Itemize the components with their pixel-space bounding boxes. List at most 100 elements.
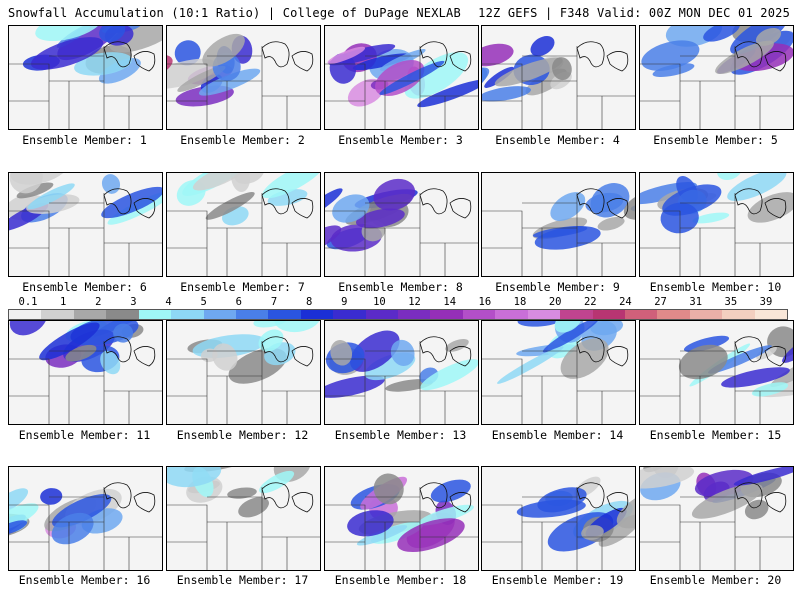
colorbar-segment [560,310,593,319]
ensemble-member-label: Ensemble Member: 9 [495,280,620,294]
ensemble-member-label: Ensemble Member: 6 [22,280,147,294]
ensemble-member-label: Ensemble Member: 15 [649,428,782,442]
ensemble-member-label: Ensemble Member: 7 [180,280,305,294]
colorbar-segment [268,310,301,319]
header-run-info: 12Z GEFS | F348 Valid: 00Z MON DEC 01 20… [478,6,790,20]
ensemble-member-label: Ensemble Member: 5 [653,133,778,147]
ensemble-member-label: Ensemble Member: 2 [180,133,305,147]
ensemble-map-panel [8,320,163,425]
ensemble-map-panel [639,466,794,571]
ensemble-member-label: Ensemble Member: 4 [495,133,620,147]
colorbar [8,309,788,320]
ensemble-member-label: Ensemble Member: 20 [649,573,782,587]
snowfall-map [640,173,793,276]
ensemble-map-panel [324,172,479,277]
colorbar-segment [300,310,334,319]
colorbar-segment [462,310,496,319]
ensemble-member-label: Ensemble Member: 1 [22,133,147,147]
colorbar-segment [171,310,204,319]
colorbar-segment [106,310,139,319]
ensemble-map-panel [166,466,321,571]
snowfall-map [167,467,320,570]
colorbar-tick-label: 4 [165,296,172,308]
colorbar-segment [689,310,723,319]
colorbar-segment [41,310,74,319]
colorbar-tick-label: 20 [548,296,562,308]
colorbar-tick-label: 6 [235,296,243,308]
snowfall-map [9,321,162,424]
ensemble-member-label: Ensemble Member: 12 [176,428,309,442]
colorbar-segment [138,310,172,319]
colorbar-tick-label: 39 [759,296,773,308]
colorbar-tick-label: 8 [305,296,313,308]
colorbar-tick-label: 7 [270,296,278,308]
ensemble-map-panel [324,320,479,425]
colorbar-tick-label: 3 [130,296,137,308]
colorbar-segment [754,310,788,319]
snowfall-map [640,467,793,570]
snowfall-map [482,26,635,129]
colorbar-segment [722,310,755,319]
colorbar-tick-label: 35 [724,296,738,308]
ensemble-map-panel [8,466,163,571]
snowfall-map [167,26,320,129]
colorbar-segment [527,310,561,319]
colorbar-tick-label: 31 [689,296,703,308]
header-title: Snowfall Accumulation (10:1 Ratio) | Col… [8,6,461,20]
colorbar-segment [235,310,269,319]
colorbar-tick-label: 18 [513,296,527,308]
ensemble-member-label: Ensemble Member: 18 [334,573,467,587]
ensemble-map-panel [166,320,321,425]
ensemble-member-label: Ensemble Member: 11 [18,428,151,442]
colorbar-segment [430,310,463,319]
colorbar-segment [9,310,42,319]
colorbar-tick-label: 1 [59,296,67,308]
colorbar-tick-label: 24 [619,296,632,308]
ensemble-member-label: Ensemble Member: 19 [491,573,624,587]
snowfall-map [482,321,635,424]
snowfall-map [325,467,478,570]
ensemble-member-label: Ensemble Member: 10 [649,280,782,294]
snowfall-map [9,467,162,570]
colorbar-segment [73,310,107,319]
ensemble-map-panel [481,172,636,277]
snowfall-map [640,26,793,129]
colorbar-segment [333,310,366,319]
ensemble-member-label: Ensemble Member: 13 [334,428,467,442]
colorbar-segment [203,310,236,319]
snowfall-map [482,467,635,570]
colorbar-segment [398,310,431,319]
ensemble-map-panel [481,320,636,425]
snowfall-map [640,321,793,424]
ensemble-member-label: Ensemble Member: 8 [338,280,463,294]
ensemble-map-panel [166,172,321,277]
snowfall-map [325,26,478,129]
colorbar-tick-label: 16 [478,296,492,308]
ensemble-map-panel [166,25,321,130]
colorbar-tick-label: 27 [654,296,667,308]
snowfall-map [9,173,162,276]
snowfall-map [167,321,320,424]
ensemble-map-panel [481,25,636,130]
colorbar-tick-label: 5 [200,296,207,308]
ensemble-map-panel [8,25,163,130]
snowfall-map [167,173,320,276]
colorbar-tick-label: 0.1 [18,296,38,308]
colorbar-segment [495,310,528,319]
ensemble-map-panel [639,320,794,425]
snowfall-map [325,321,478,424]
colorbar-tick-label: 2 [95,296,102,308]
ensemble-member-label: Ensemble Member: 14 [491,428,624,442]
ensemble-map-panel [324,25,479,130]
ensemble-map-panel [481,466,636,571]
ensemble-map-panel [8,172,163,277]
snowfall-map [9,26,162,129]
colorbar-ticks: 0.1 1 2 3 4 5 6 7 8 9 10 12 14 16 18 20 22 24 27 31 35 39 [8,296,786,308]
colorbar-tick-label: 9 [341,296,348,308]
ensemble-member-label: Ensemble Member: 16 [18,573,151,587]
ensemble-map-panel [639,172,794,277]
ensemble-map-panel [324,466,479,571]
ensemble-map-panel [639,25,794,130]
colorbar-tick-label: 14 [443,296,457,308]
colorbar-segment [592,310,626,319]
